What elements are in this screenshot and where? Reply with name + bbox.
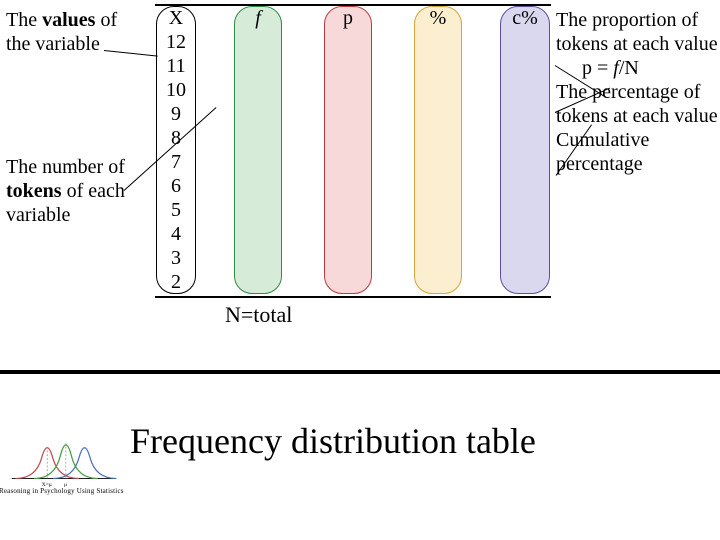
cell: 6 [158,174,194,198]
col-cpct: c% [502,6,548,30]
footer-caption: Reasoning in Psychology Using Statistics [0,487,124,495]
right-annotations: The proportion of tokens at each value p… [556,8,720,176]
text: The number of [6,156,125,178]
right-proportion: The proportion of tokens at each value [556,8,720,56]
cell: 12 [158,30,194,54]
text-bold: tokens [6,180,62,202]
cell: 5 [158,198,194,222]
col-x-header: X [158,6,194,30]
col-p-header: p [326,6,370,30]
col-cpct-highlight [500,6,550,294]
left-annotation-values: The values of the variable [6,8,126,56]
formula-den: /N [619,57,639,79]
col-pct-header: % [416,6,460,30]
n-total: N=total [225,302,292,328]
right-formula: p = f/N [556,56,720,80]
cell: 11 [158,54,194,78]
col-pct-highlight [414,6,462,294]
left-annotation-tokens: The number of tokens of each variable [6,155,136,227]
text-bold: values [42,9,95,31]
divider [0,370,720,374]
cell: 9 [158,102,194,126]
cell: 2 [158,270,194,294]
col-pct: % [416,6,460,30]
col-f-highlight [234,6,282,294]
col-f: f [236,6,280,30]
cell: 3 [158,246,194,270]
cell: 4 [158,222,194,246]
right-cumulative: Cumulative percentage [556,128,720,176]
bell-curves-icon: X=μ μ [8,428,120,488]
col-p: p [326,6,370,30]
col-cpct-header: c% [502,6,548,30]
right-percentage: The percentage of tokens at each value [556,80,720,128]
text: The [6,9,42,31]
col-x-values: 12 11 10 9 8 7 6 5 4 3 2 [158,30,194,294]
col-f-header: f [236,6,280,30]
col-p-highlight [324,6,372,294]
cell: 10 [158,78,194,102]
cell: 7 [158,150,194,174]
slide-title: Frequency distribution table [130,420,536,462]
cell: 8 [158,126,194,150]
col-x: X 12 11 10 9 8 7 6 5 4 3 2 [158,6,194,294]
formula-pre: p = [582,57,613,79]
table-bottom-border [155,296,551,298]
